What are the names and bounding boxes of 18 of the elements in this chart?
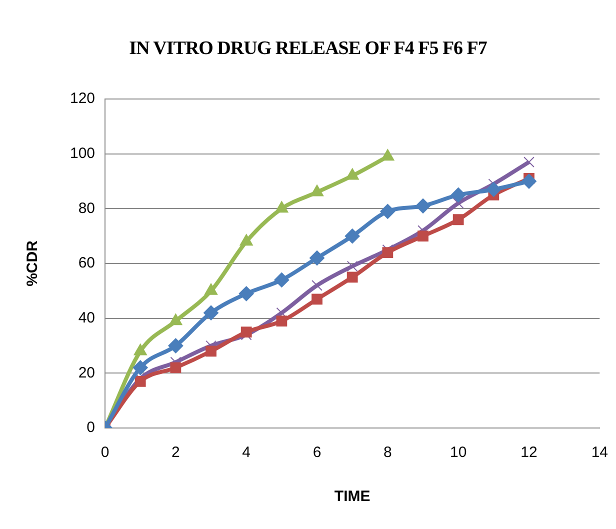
x-tick-label: 6	[312, 444, 322, 462]
x-tick-label: 2	[172, 444, 180, 462]
x-tick-label: 8	[384, 444, 392, 462]
y-tick-label: 120	[70, 90, 96, 108]
y-tick-label: 100	[70, 144, 96, 162]
x-tick-label: 4	[242, 444, 251, 462]
y-tick-label: 20	[78, 364, 96, 382]
x-tick-label: 14	[591, 444, 608, 462]
x-tick-label: 10	[450, 444, 467, 462]
y-tick-label: 80	[78, 200, 96, 217]
x-axis-title: TIME	[334, 488, 370, 506]
y-axis-title: %CDR	[24, 240, 42, 286]
y-tick-label: 0	[86, 419, 96, 436]
x-tick-label: 12	[520, 444, 538, 462]
y-tick-label: 60	[78, 254, 96, 272]
chart-title: IN VITRO DRUG RELEASE OF F4 F5 F6 F7	[128, 38, 488, 60]
y-tick-label: 40	[78, 309, 96, 326]
x-tick-label: 0	[100, 444, 110, 462]
